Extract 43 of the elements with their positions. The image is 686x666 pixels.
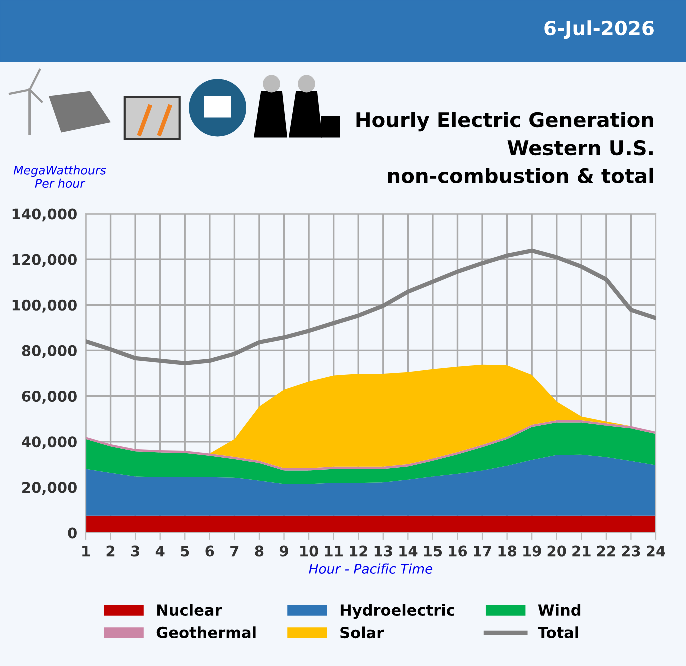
- x-tick-label: 2: [106, 546, 115, 557]
- y-axis-title: MegaWatthours Per hour: [14, 166, 106, 188]
- x-tick-label: 16: [449, 546, 468, 557]
- legend-label: Wind: [538, 604, 581, 616]
- x-tick-label: 17: [474, 546, 492, 557]
- x-tick-label: 6: [206, 546, 214, 557]
- x-tick-label: 15: [424, 546, 442, 557]
- x-tick-label: 13: [374, 546, 392, 557]
- x-tick-label: 10: [300, 546, 318, 557]
- x-tick-label: 19: [524, 546, 542, 557]
- legend-label: Hydroelectric: [340, 604, 454, 620]
- x-tick-label: 9: [280, 546, 288, 557]
- legend-label: Nuclear: [158, 604, 222, 616]
- y-tick-label: 80,000: [22, 345, 77, 358]
- x-tick-label: 1: [82, 546, 90, 557]
- x-tick-label: 5: [181, 546, 190, 557]
- y-tick-label: 60,000: [22, 391, 77, 404]
- x-axis-title: Hour - Pacific Time: [309, 564, 433, 574]
- x-tick-label: 7: [230, 546, 239, 557]
- chart-subtitle: 6-Jul-2026: [544, 20, 654, 40]
- y-tick-label: 40,000: [22, 436, 77, 450]
- x-tick-label: 8: [255, 546, 264, 557]
- legend-label: Geothermal: [156, 626, 256, 638]
- x-tick-label: 18: [498, 546, 517, 557]
- chart-title: Hourly Electric Generation Western U.S. non-combustion & total: [356, 112, 654, 184]
- y-tick-label: 100,000: [12, 300, 77, 313]
- y-tick-label: 120,000: [12, 254, 77, 268]
- y-tick-label: 0: [68, 528, 77, 539]
- legend-label: Total: [538, 626, 578, 638]
- x-tick-label: 20: [548, 546, 566, 557]
- y-tick-label: 140,000: [12, 208, 77, 222]
- x-tick-label: 14: [400, 546, 418, 557]
- x-tick-label: 22: [597, 546, 616, 557]
- x-tick-label: 12: [350, 546, 368, 557]
- x-tick-label: 23: [622, 546, 640, 557]
- legend-label: Solar: [340, 626, 384, 639]
- x-tick-label: 4: [156, 546, 165, 557]
- line-series: [86, 248, 656, 366]
- x-tick-label: 21: [572, 546, 591, 557]
- y-tick-label: 20,000: [22, 482, 77, 496]
- x-tick-label: 24: [647, 546, 666, 557]
- x-tick-label: 3: [131, 546, 140, 557]
- x-tick-label: 11: [325, 546, 343, 557]
